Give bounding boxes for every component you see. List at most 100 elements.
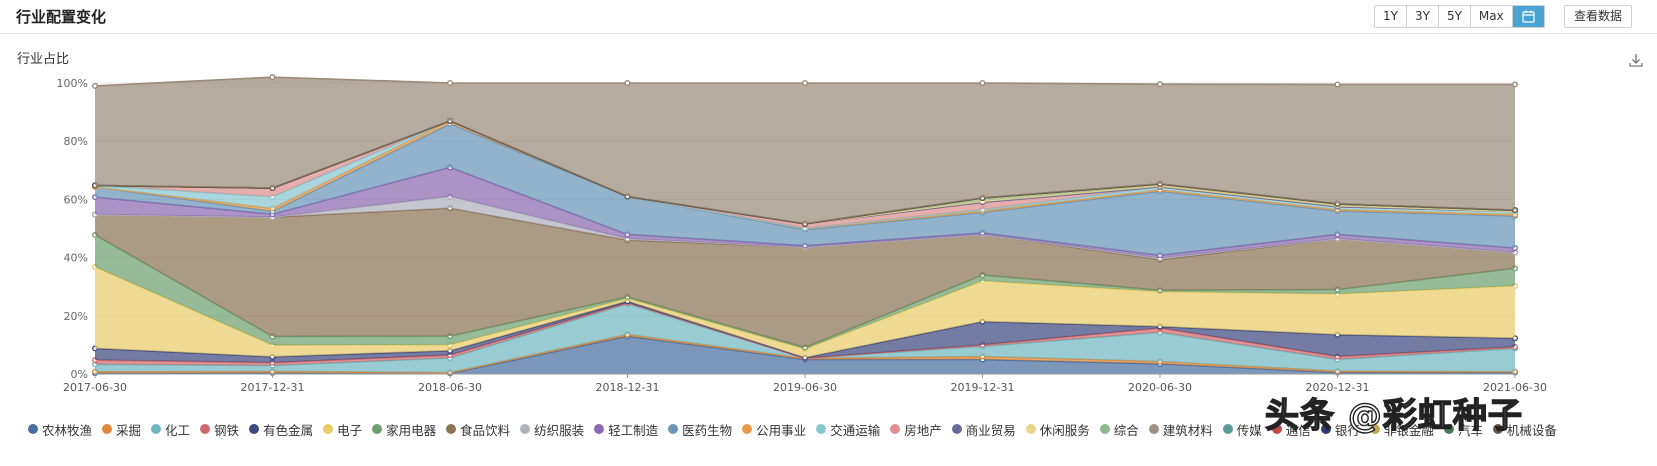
view-data-button[interactable]: 查看数据 (1564, 5, 1633, 28)
x-tick-label: 2018-12-31 (596, 381, 660, 394)
x-tick-label: 2019-06-30 (773, 381, 837, 394)
y-tick-label: 100% (57, 77, 88, 90)
legend-marker-icon (594, 424, 605, 434)
range-5y-button[interactable]: 5Y (1438, 6, 1471, 27)
legend-marker-icon (1148, 424, 1159, 434)
x-tick-label: 2017-12-31 (241, 381, 305, 394)
data-point (979, 79, 986, 86)
legend-item[interactable]: 电子 (323, 419, 362, 439)
legend-label: 轻工制造 (608, 422, 659, 438)
legend-label: 通信 (1285, 422, 1311, 438)
range-3y-button[interactable]: 3Y (1406, 6, 1439, 27)
legend-item[interactable]: 纺织服装 (520, 419, 584, 439)
legend-marker-icon (372, 424, 383, 434)
legend-marker-icon (102, 424, 113, 434)
stacked-area-chart: 0% 20% 40% 60% 80% 100% 2017-06-30 2017-12-31 20… (57, 74, 1547, 394)
x-tick-label: 2019-12-31 (951, 381, 1015, 394)
chart-legend: 农林牧渔 采掘 化工 钢铁 有色金属 电子 家用电器 食品饮料 纺织服装 轻工制造 医药生物 公用事业… (28, 419, 1648, 439)
legend-label: 医药生物 (682, 422, 733, 438)
legend-label: 电子 (337, 422, 363, 438)
legend-label: 农林牧渔 (42, 422, 93, 438)
header-bar: 行业配置变化 1Y 3Y 5Y Max 查看数据 (0, 0, 1657, 34)
legend-marker-icon (742, 424, 753, 434)
legend-marker-icon (28, 424, 38, 434)
legend-item[interactable]: 非银金融 (1369, 419, 1434, 439)
range-selector: 1Y 3Y 5Y Max (1374, 5, 1545, 28)
legend-item[interactable]: 通信 (1271, 419, 1311, 439)
legend-marker-icon (151, 424, 162, 434)
legend-item[interactable]: 机械设备 (1492, 419, 1557, 439)
legend-marker-icon (446, 424, 457, 434)
data-point (1334, 81, 1341, 88)
area-series-3 (95, 303, 1515, 373)
legend-item[interactable]: 综合 (1099, 419, 1139, 439)
legend-marker-icon (1271, 424, 1282, 434)
legend-item[interactable]: 建筑材料 (1148, 419, 1213, 439)
legend-item[interactable]: 钢铁 (200, 419, 239, 439)
area-series-7 (95, 234, 1515, 349)
data-point (447, 79, 454, 86)
data-point (91, 82, 98, 89)
watermark-text: 头条 @彩虹种子 (1264, 395, 1523, 436)
legend-marker-icon (1320, 424, 1331, 434)
data-point (624, 79, 631, 86)
legend-marker-icon (1099, 424, 1110, 434)
legend-marker-icon (1492, 424, 1503, 434)
legend-marker-icon (890, 424, 901, 434)
y-tick-label: 80% (64, 135, 88, 148)
legend-label: 化工 (165, 422, 191, 438)
legend-label: 传媒 (1236, 422, 1262, 438)
calendar-button[interactable] (1512, 6, 1544, 27)
legend-marker-icon (816, 424, 827, 434)
legend-item[interactable]: 汽车 (1443, 419, 1483, 439)
legend-marker-icon (520, 424, 531, 434)
x-tick-label: 2017-06-30 (63, 381, 127, 394)
legend-item[interactable]: 采掘 (102, 419, 141, 439)
legend-marker-icon (200, 424, 211, 434)
legend-item[interactable]: 医药生物 (668, 419, 732, 439)
legend-item[interactable]: 家用电器 (372, 419, 436, 439)
x-tick-label: 2018-06-30 (418, 381, 482, 394)
legend-item[interactable]: 农林牧渔 (28, 419, 92, 439)
legend-marker-icon (1443, 424, 1454, 434)
page-title: 行业配置变化 (16, 8, 107, 26)
legend-label: 商业贸易 (965, 422, 1016, 438)
legend-item[interactable]: 房地产 (890, 419, 942, 439)
legend-marker-icon (951, 424, 962, 434)
legend-item[interactable]: 银行 (1320, 419, 1360, 439)
x-tick-label: 2021-06-30 (1483, 381, 1547, 394)
data-point (1156, 81, 1163, 88)
legend-item[interactable]: 食品饮料 (446, 419, 510, 439)
legend-item[interactable]: 休闲服务 (1025, 419, 1090, 439)
legend-marker-icon (1222, 424, 1233, 434)
legend-label: 银行 (1334, 422, 1360, 438)
legend-marker-icon (249, 424, 260, 434)
legend-item[interactable]: 有色金属 (249, 419, 313, 439)
legend-label: 休闲服务 (1039, 422, 1090, 438)
legend-item[interactable]: 公用事业 (742, 419, 806, 439)
data-point (1511, 81, 1518, 88)
legend-label: 家用电器 (386, 422, 437, 438)
chart-subtitle: 行业占比 (17, 52, 70, 67)
area-series-8 (95, 208, 1515, 348)
legend-label: 房地产 (904, 422, 942, 438)
legend-label: 有色金属 (263, 422, 314, 438)
legend-label: 综合 (1113, 422, 1139, 438)
legend-label: 采掘 (116, 422, 142, 438)
legend-marker-icon (668, 424, 679, 434)
legend-item[interactable]: 化工 (151, 419, 190, 439)
legend-label: 交通运输 (830, 422, 881, 438)
range-1y-button[interactable]: 1Y (1375, 6, 1407, 27)
legend-item[interactable]: 交通运输 (816, 419, 880, 439)
area-series-5 (95, 301, 1515, 363)
legend-label: 汽车 (1457, 422, 1483, 438)
legend-item[interactable]: 传媒 (1222, 419, 1262, 439)
legend-item[interactable]: 商业贸易 (951, 419, 1016, 439)
legend-marker-icon (323, 424, 334, 434)
legend-label: 钢铁 (214, 422, 240, 438)
y-tick-label: 40% (64, 252, 88, 265)
range-max-button[interactable]: Max (1470, 6, 1513, 27)
y-tick-label: 0% (71, 368, 88, 381)
download-icon[interactable] (1628, 52, 1644, 68)
legend-item[interactable]: 轻工制造 (594, 419, 658, 439)
